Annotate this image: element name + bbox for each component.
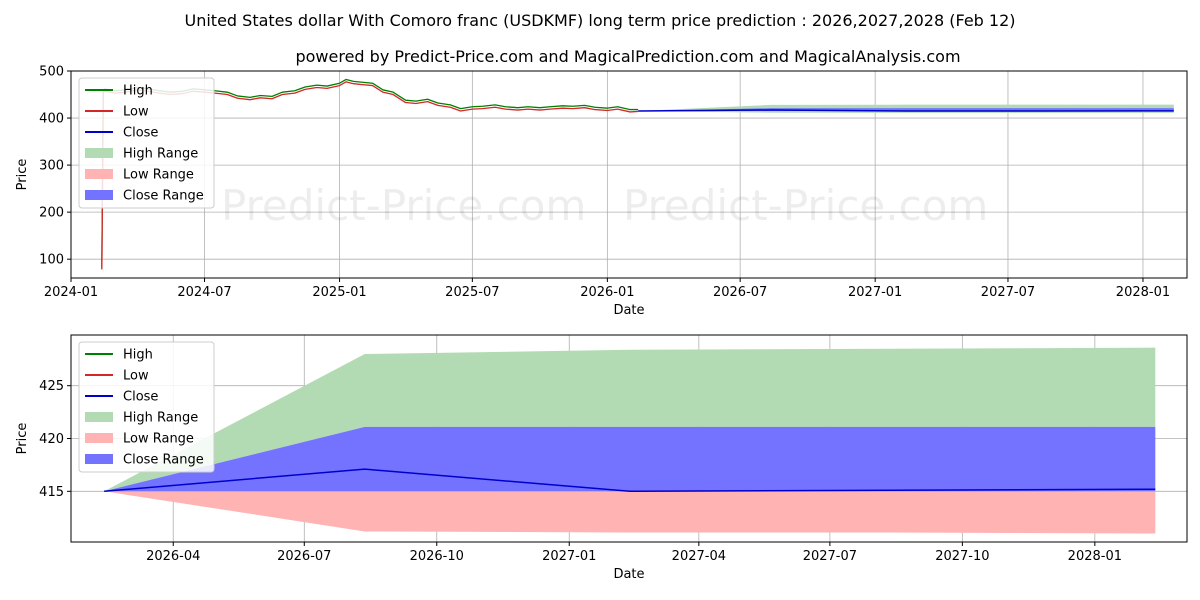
top-y-axis-label: Price (15, 159, 30, 191)
bottom-xtick-label: 2028-01 (1068, 549, 1122, 564)
bottom-plot-frame (70, 334, 1188, 543)
top-ytick-label: 100 (39, 253, 64, 268)
close-series-line (638, 109, 1174, 112)
bottom-plot: 2026-04 2026-07 2026-10 2027-01 2027-04 2027-… (15, 334, 1188, 582)
high-range-band (104, 347, 1156, 492)
low-range-band (104, 491, 1156, 534)
legend-label-close-range: Close Range (123, 189, 204, 204)
legend-label-high-range: High Range (123, 147, 198, 162)
legend-swatch-low-range (85, 433, 113, 443)
top-plot-frame (70, 70, 1188, 279)
bottom-xtick-label: 2026-07 (277, 549, 331, 564)
legend-label-close-range: Close Range (123, 453, 204, 468)
bottom-x-axis-label: Date (613, 567, 644, 582)
legend-label-high-range: High Range (123, 411, 198, 426)
top-plot: 2024-01 2024-07 2025-01 2025-07 2026-01 2026-… (15, 65, 1188, 318)
top-ytick-label: 400 (39, 112, 64, 127)
top-x-axis-label: Date (613, 303, 644, 318)
legend-label-low-range: Low Range (123, 168, 194, 183)
legend-label-close: Close (123, 126, 158, 141)
top-watermark: Predict-Price.com (221, 181, 586, 230)
close-range-band (104, 426, 1156, 492)
legend-label-low-range: Low Range (123, 432, 194, 447)
top-xtick-label: 2025-01 (312, 285, 366, 300)
bottom-ytick-label: 420 (39, 432, 64, 447)
legend-label-low: Low (123, 369, 149, 384)
top-ytick-label: 200 (39, 206, 64, 221)
legend-swatch-high-range (85, 412, 113, 422)
bottom-xtick-label: 2026-04 (146, 549, 200, 564)
legend-swatch-close-range (85, 190, 113, 200)
top-xtick-label: 2025-07 (445, 285, 499, 300)
bottom-xtick-label: 2026-10 (410, 549, 464, 564)
close-series-line (104, 468, 1156, 493)
legend-label-close: Close (123, 390, 158, 405)
top-xtick-label: 2027-01 (848, 285, 902, 300)
bottom-xtick-label: 2027-01 (542, 549, 596, 564)
top-ytick-label: 300 (39, 159, 64, 174)
legend-swatch-close-range (85, 454, 113, 464)
bottom-xtick-label: 2027-10 (935, 549, 989, 564)
legend-swatch-low-range (85, 169, 113, 179)
legend-label-high: High (123, 348, 153, 363)
bottom-xtick-label: 2027-07 (803, 549, 857, 564)
legend-swatch-high-range (85, 148, 113, 158)
chart-subtitle: powered by Predict-Price.com and Magical… (295, 47, 960, 66)
bottom-ytick-label: 415 (39, 485, 64, 500)
top-xtick-label: 2026-07 (713, 285, 767, 300)
top-xtick-label: 2027-07 (981, 285, 1035, 300)
bottom-xtick-label: 2027-04 (672, 549, 726, 564)
bottom-ytick-label: 425 (39, 379, 64, 394)
top-xtick-label: 2026-01 (580, 285, 634, 300)
top-ytick-label: 500 (39, 65, 64, 80)
top-watermark: Predict-Price.com (623, 181, 988, 230)
top-xtick-label: 2028-01 (1116, 285, 1170, 300)
top-xtick-label: 2024-07 (177, 285, 231, 300)
chart-title: United States dollar With Comoro franc (… (185, 11, 1016, 30)
bottom-y-axis-label: Price (15, 423, 30, 455)
top-xtick-label: 2024-01 (44, 285, 98, 300)
legend-label-high: High (123, 84, 153, 99)
legend-label-low: Low (123, 105, 149, 120)
